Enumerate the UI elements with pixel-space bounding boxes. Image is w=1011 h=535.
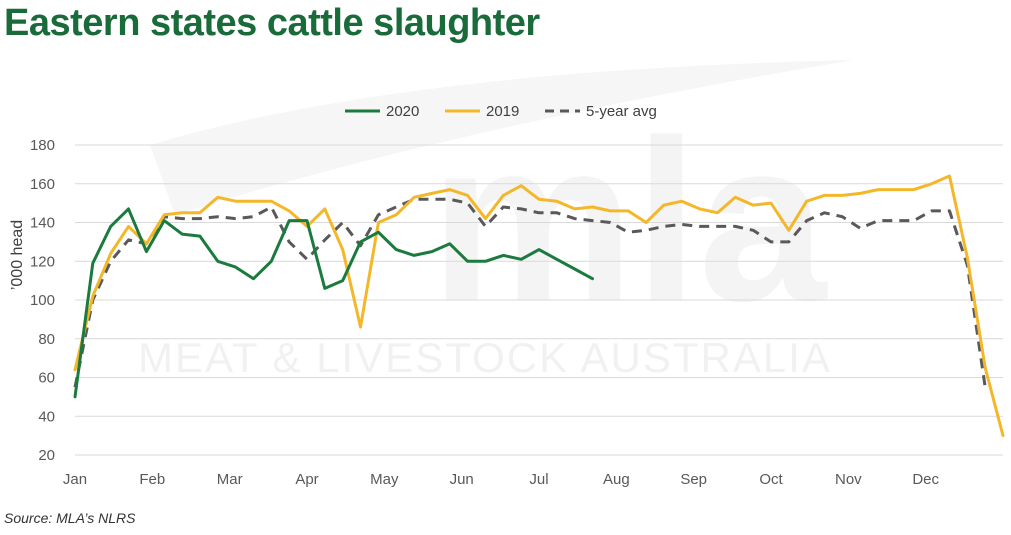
series-line-2019: [73, 174, 1005, 438]
grid: [75, 144, 1003, 456]
y-tick-label: 100: [30, 292, 55, 309]
mla-watermark: mla MEAT & LIVESTOCK AUSTRALIA: [138, 92, 832, 381]
y-tick-label: 160: [30, 176, 55, 193]
y-tick-label: 40: [38, 408, 55, 425]
x-tick-label: Aug: [603, 471, 630, 488]
x-tick-label: Feb: [139, 471, 165, 488]
y-tick-label: 20: [38, 447, 55, 464]
x-tick-label: May: [370, 471, 399, 488]
series-group: [73, 174, 1005, 438]
watermark-tagline: MEAT & LIVESTOCK AUSTRALIA: [138, 334, 832, 381]
legend-label: 2019: [486, 103, 519, 120]
x-tick-label: Jun: [450, 471, 474, 488]
x-axis: Jan Feb Mar Apr May Jun Jul Aug Sep Oct Nov Dec: [63, 471, 940, 488]
source-note: Source: MLA’s NLRS: [4, 510, 136, 526]
y-tick-label: 60: [38, 370, 55, 387]
x-tick-label: Jul: [529, 471, 548, 488]
watermark-logo: mla: [430, 92, 828, 349]
y-axis: 20 40 60 80 100 120 140 160 180: [30, 137, 55, 464]
legend-label: 2020: [386, 103, 419, 120]
x-tick-label: Dec: [912, 471, 939, 488]
y-tick-label: 180: [30, 137, 55, 154]
x-tick-label: Nov: [835, 471, 862, 488]
y-tick-label: 80: [38, 331, 55, 348]
y-tick-label: 120: [30, 253, 55, 270]
x-tick-label: Jan: [63, 471, 87, 488]
legend-label: 5-year avg: [586, 103, 657, 120]
x-tick-label: Apr: [295, 471, 318, 488]
series-line-5-year-avg: [73, 197, 987, 388]
y-tick-label: 140: [30, 215, 55, 232]
x-tick-label: Sep: [680, 471, 707, 488]
legend: 2020 2019 5-year avg: [345, 103, 657, 120]
chart-title: Eastern states cattle slaughter: [4, 2, 540, 44]
x-tick-label: Oct: [759, 471, 783, 488]
x-tick-label: Mar: [217, 471, 243, 488]
y-axis-label: ’000 head: [9, 220, 26, 290]
series-line-2020: [73, 207, 594, 399]
